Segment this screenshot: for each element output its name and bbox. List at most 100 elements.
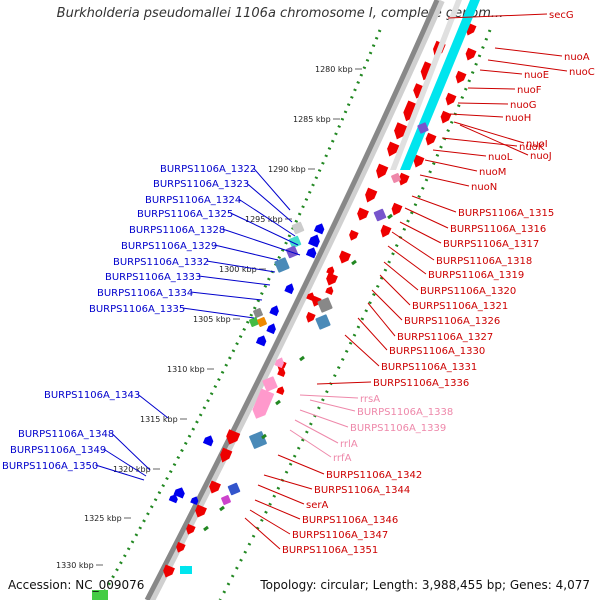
label-leader-line bbox=[103, 448, 147, 477]
forward-gene-arrow bbox=[163, 564, 175, 578]
pink-feature bbox=[391, 173, 401, 183]
label-leader-line bbox=[424, 159, 478, 172]
gc-dash bbox=[351, 259, 357, 266]
gene-label-rrfA: rrfA bbox=[333, 453, 352, 464]
forward-gene-arrow bbox=[398, 172, 410, 186]
gene-label-BURPS1106A_1325: BURPS1106A_1325 bbox=[137, 209, 233, 220]
purple-feature bbox=[373, 208, 387, 222]
label-leader-line bbox=[387, 245, 427, 275]
accession-text: Accession: NC_009076 bbox=[8, 578, 145, 592]
reverse-gene-arrow bbox=[308, 234, 320, 248]
forward-gene-arrow bbox=[326, 272, 338, 286]
label-leader-line bbox=[263, 474, 313, 490]
label-leader-line bbox=[494, 47, 563, 57]
label-leader-line bbox=[316, 381, 372, 385]
forward-gene-arrow bbox=[465, 47, 477, 61]
gene-label-BURPS1106A_1318: BURPS1106A_1318 bbox=[436, 256, 532, 267]
label-leader-line bbox=[379, 274, 411, 306]
label-leader-line bbox=[383, 261, 419, 291]
forward-gene-arrow bbox=[226, 429, 241, 445]
forward-gene-arrow bbox=[306, 311, 316, 323]
label-leader-line bbox=[479, 69, 523, 75]
label-leader-line bbox=[404, 207, 449, 229]
forward-gene-arrow bbox=[176, 541, 186, 553]
forward-gene-arrow bbox=[445, 92, 457, 106]
forward-gene-arrow bbox=[277, 368, 286, 378]
topology-summary: Topology: circular; Length: 3,988,455 bp… bbox=[260, 578, 590, 592]
gene-label-BURPS1106A_1339: BURPS1106A_1339 bbox=[350, 423, 446, 434]
gene-label-nuoL: nuoL bbox=[488, 152, 513, 163]
forward-gene-arrow bbox=[357, 207, 369, 221]
label-leader-line bbox=[467, 87, 516, 90]
reverse-gene-arrow bbox=[202, 435, 214, 447]
gene-label-BURPS1106A_1317: BURPS1106A_1317 bbox=[443, 239, 539, 250]
gc-dash bbox=[387, 213, 393, 220]
genome-backbone bbox=[144, 0, 440, 600]
gene-label-nuoA: nuoA bbox=[564, 52, 590, 63]
scale-tick-label: 1320 kbp bbox=[113, 465, 151, 474]
steel-feature bbox=[249, 431, 267, 449]
gene-label-BURPS1106A_1349: BURPS1106A_1349 bbox=[10, 445, 106, 456]
reverse-gene-arrow bbox=[255, 335, 267, 347]
label-leader-line bbox=[95, 464, 145, 481]
forward-gene-arrow bbox=[325, 286, 334, 296]
magenta-feature bbox=[221, 495, 231, 505]
gene-label-BURPS1106A_1333: BURPS1106A_1333 bbox=[105, 272, 201, 283]
label-leader-line bbox=[238, 198, 296, 237]
scale-tick-label: 1285 kbp bbox=[293, 115, 331, 124]
gene-label-BURPS1106A_1327: BURPS1106A_1327 bbox=[397, 332, 493, 343]
gene-label-nuoE: nuoE bbox=[524, 70, 549, 81]
gc-track-outer bbox=[98, 29, 382, 600]
label-leader-line bbox=[277, 454, 325, 475]
gene-label-rrlA: rrlA bbox=[340, 439, 358, 450]
reverse-gene-arrow bbox=[190, 496, 199, 506]
label-leader-line bbox=[299, 409, 349, 428]
label-leader-line bbox=[299, 394, 359, 399]
label-leader-line bbox=[419, 174, 470, 187]
gene-label-serA: serA bbox=[306, 500, 328, 511]
label-leader-line bbox=[289, 429, 332, 458]
label-leader-line bbox=[447, 13, 548, 19]
forward-gene-arrow bbox=[339, 250, 351, 264]
gc-dash bbox=[275, 399, 281, 406]
green-feature bbox=[249, 317, 259, 327]
label-leader-line bbox=[411, 195, 457, 213]
gc-dash bbox=[261, 433, 267, 440]
scale-tick-label: 1325 kbp bbox=[84, 514, 122, 523]
gene-label-nuoK: nuoK bbox=[519, 142, 545, 153]
gene-label-secG: secG bbox=[549, 10, 574, 21]
forward-gene-arrow bbox=[365, 187, 378, 203]
rrna-arrow bbox=[252, 388, 275, 419]
gene-label-BURPS1106A_1326: BURPS1106A_1326 bbox=[404, 316, 500, 327]
scale-tick-label: 1290 kbp bbox=[268, 165, 306, 174]
scale-tick-label: 1305 kbp bbox=[193, 315, 231, 324]
gene-label-BURPS1106A_1351: BURPS1106A_1351 bbox=[282, 545, 378, 556]
forward-gene-arrow bbox=[376, 163, 389, 179]
gene-label-BURPS1106A_1324: BURPS1106A_1324 bbox=[145, 195, 241, 206]
label-leader-line bbox=[111, 432, 151, 471]
forward-gene-arrow bbox=[413, 154, 425, 168]
gene-label-BURPS1106A_1315: BURPS1106A_1315 bbox=[458, 208, 554, 219]
reverse-gene-arrow bbox=[284, 283, 294, 295]
label-leader-line bbox=[453, 121, 525, 144]
grey-feature-band bbox=[390, 0, 462, 170]
forward-gene-arrow bbox=[276, 386, 285, 396]
label-leader-line bbox=[253, 167, 291, 211]
label-leader-line bbox=[244, 517, 281, 550]
gene-label-BURPS1106A_1330: BURPS1106A_1330 bbox=[389, 346, 485, 357]
forward-gene-arrow bbox=[306, 292, 315, 302]
forward-gene-arrow bbox=[326, 266, 335, 276]
cyan-feature-band bbox=[400, 0, 480, 170]
forward-gene-arrow bbox=[455, 70, 467, 84]
gene-label-BURPS1106A_1328: BURPS1106A_1328 bbox=[129, 225, 225, 236]
label-leader-line bbox=[399, 221, 442, 244]
label-leader-line bbox=[459, 124, 529, 156]
forward-gene-arrow bbox=[425, 132, 437, 146]
gene-label-BURPS1106A_1320: BURPS1106A_1320 bbox=[420, 286, 516, 297]
gene-label-BURPS1106A_1329: BURPS1106A_1329 bbox=[121, 241, 217, 252]
scale-tick-label: 1315 kbp bbox=[140, 415, 178, 424]
gene-label-nuoF: nuoF bbox=[517, 85, 542, 96]
label-leader-line bbox=[230, 212, 299, 246]
